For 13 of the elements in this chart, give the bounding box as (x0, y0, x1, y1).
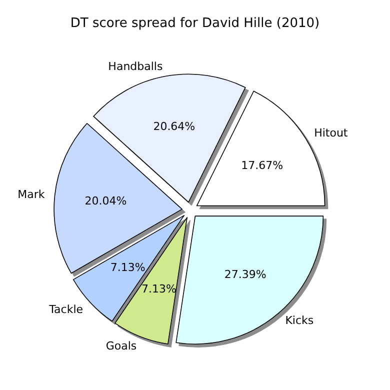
data-label: 17.67% (241, 158, 284, 172)
data-label: 20.04% (84, 194, 127, 208)
data-label: 7.13% (110, 261, 146, 274)
data-label: 20.64% (153, 120, 196, 134)
data-label: 27.39% (224, 268, 266, 281)
slice-label: Goals (106, 339, 137, 352)
slice-label: Handballs (108, 60, 163, 74)
slice-label: Kicks (285, 314, 314, 328)
slice-label: Tackle (48, 302, 84, 316)
slice-label: Hitout (314, 126, 348, 140)
data-label: 7.13% (142, 282, 176, 296)
chart-title: DT score spread for David Hille (2010) (70, 16, 320, 31)
slice-label: Mark (18, 188, 46, 202)
